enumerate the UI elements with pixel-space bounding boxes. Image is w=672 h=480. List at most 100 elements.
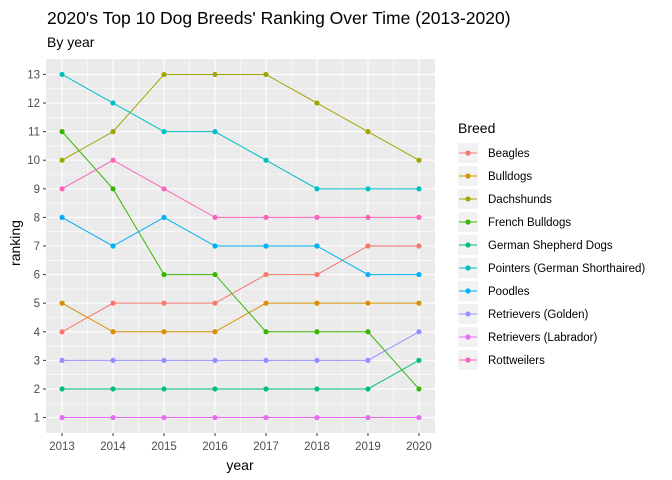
data-point-rottweilers [110, 157, 116, 163]
series-line-german-shepherd-dogs [62, 359, 420, 390]
series-line-rottweilers [61, 159, 419, 218]
data-point-retrievers-golden [365, 357, 371, 363]
data-point-dachshunds [416, 157, 422, 163]
x-tick-label: 2016 [202, 441, 228, 453]
legend-key-point [465, 311, 471, 317]
data-point-poodles [263, 243, 269, 249]
data-point-french-bulldogs [212, 271, 218, 278]
legend-label-bulldogs: Bulldogs [488, 171, 532, 183]
y-tick-label: 7 [34, 241, 40, 253]
y-tick-label: 9 [34, 184, 40, 196]
y-tick-label: 2 [34, 384, 40, 396]
data-point-retrievers-labrador [314, 414, 320, 421]
axis-ticks [43, 73, 420, 436]
data-point-rottweilers [416, 214, 422, 221]
data-point-retrievers-golden [416, 329, 422, 335]
data-point-beagles [263, 271, 269, 278]
data-point-german-shepherd-dogs [212, 386, 218, 392]
data-point-pointers-german-shorthaired [110, 100, 116, 106]
y-tick-label: 6 [34, 270, 40, 282]
data-point-pointers-german-shorthaired [161, 129, 167, 135]
data-point-retrievers-labrador [110, 414, 116, 421]
legend-key-point [465, 265, 471, 271]
series-points [59, 71, 422, 421]
x-tick-label: 2020 [406, 441, 432, 453]
data-point-pointers-german-shorthaired [212, 129, 218, 135]
data-point-dachshunds [314, 100, 320, 106]
y-tick-label: 3 [34, 355, 40, 367]
legend-key-point [465, 334, 471, 340]
data-point-beagles [161, 300, 167, 306]
x-tick-label: 2013 [49, 441, 75, 453]
y-axis-title: ranking [7, 220, 23, 266]
legend: Breed Beagles Bulldogs Dachshunds French Bu… [458, 120, 645, 370]
legend-key-point [465, 150, 471, 156]
x-tick-label: 2014 [100, 441, 126, 453]
y-tick-label: 11 [28, 127, 40, 139]
data-point-french-bulldogs [314, 329, 320, 335]
data-point-french-bulldogs [263, 329, 269, 335]
data-point-poodles [365, 271, 371, 278]
series-line-retrievers-golden [62, 331, 420, 361]
data-point-bulldogs [416, 300, 422, 306]
data-point-french-bulldogs [110, 186, 116, 192]
data-point-rottweilers [365, 214, 371, 221]
legend-label-beagles: Beagles [488, 148, 530, 160]
x-tick-label: 2018 [304, 441, 330, 453]
data-point-retrievers-golden [59, 357, 65, 363]
legend-key-point [465, 288, 471, 294]
data-point-german-shepherd-dogs [365, 386, 371, 392]
data-point-german-shepherd-dogs [110, 386, 116, 392]
series-line-poodles [61, 216, 419, 276]
series-line-pointers-german-shorthaired [61, 74, 419, 190]
data-point-retrievers-labrador [365, 414, 371, 421]
series-lines [61, 73, 420, 419]
y-tick-label: 13 [27, 69, 40, 81]
legend-label-poodles: Poodles [488, 286, 530, 298]
legend-key-point [465, 219, 471, 225]
legend-key-point [465, 173, 471, 179]
data-point-beagles [416, 243, 422, 249]
data-point-rottweilers [161, 186, 167, 192]
data-point-german-shepherd-dogs [416, 357, 422, 363]
data-point-rottweilers [314, 214, 320, 221]
y-tick-label: 8 [34, 212, 40, 224]
data-point-bulldogs [59, 300, 65, 306]
data-point-poodles [161, 214, 167, 221]
data-point-dachshunds [59, 157, 65, 163]
data-point-pointers-german-shorthaired [365, 186, 371, 192]
data-point-pointers-german-shorthaired [416, 186, 422, 192]
legend-key-point [465, 357, 471, 363]
data-point-poodles [314, 243, 320, 249]
data-point-dachshunds [212, 71, 218, 78]
x-tick-label: 2017 [253, 441, 279, 453]
legend-title: Breed [458, 120, 495, 136]
data-point-pointers-german-shorthaired [59, 71, 65, 78]
data-point-retrievers-labrador [161, 414, 167, 421]
data-point-bulldogs [314, 300, 320, 306]
data-point-bulldogs [161, 329, 167, 335]
data-point-beagles [212, 300, 218, 306]
data-point-beagles [110, 300, 116, 306]
data-point-dachshunds [161, 71, 167, 78]
data-point-french-bulldogs [161, 271, 167, 278]
data-point-bulldogs [110, 329, 116, 335]
x-tick-label: 2019 [355, 441, 381, 453]
data-point-dachshunds [110, 129, 116, 135]
data-point-rottweilers [59, 186, 65, 192]
data-point-retrievers-labrador [263, 414, 269, 421]
legend-label-dachshunds: Dachshunds [488, 194, 552, 206]
x-tick-label: 2015 [151, 441, 177, 453]
data-point-retrievers-labrador [59, 414, 65, 421]
series-line-beagles [61, 245, 419, 333]
legend-label-pointers-german-shorthaired: Pointers (German Shorthaired) [488, 263, 645, 275]
chart-subtitle: By year [47, 34, 95, 50]
data-point-poodles [59, 214, 65, 221]
data-point-french-bulldogs [416, 386, 422, 392]
data-point-poodles [416, 271, 422, 278]
x-axis-title: year [226, 457, 254, 473]
legend-label-french-bulldogs: French Bulldogs [488, 217, 571, 229]
legend-key-point [465, 196, 471, 202]
data-point-retrievers-golden [212, 357, 218, 363]
